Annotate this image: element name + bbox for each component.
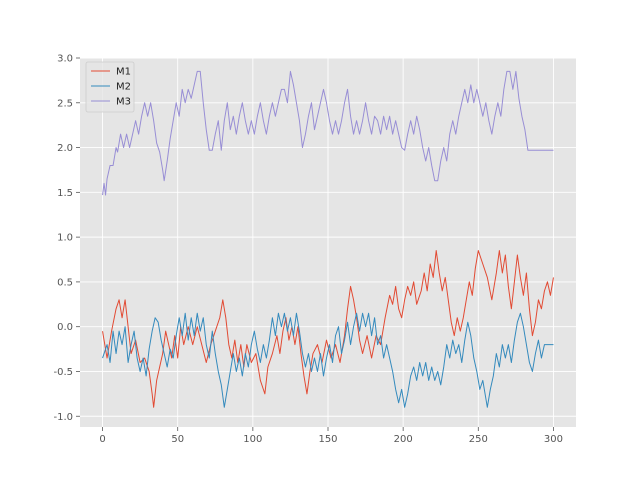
y-tick-label: -0.5	[53, 367, 73, 378]
y-tick-label: 2.5	[57, 98, 73, 109]
y-tick-label: 0.0	[57, 322, 73, 333]
x-tick-label: 100	[243, 434, 262, 445]
legend-label: M2	[116, 82, 131, 93]
series-lines	[102, 70, 554, 408]
legend: M1 M2 M3	[85, 61, 135, 113]
legend-box	[85, 61, 135, 113]
x-tick-label: 0	[99, 434, 105, 445]
series-line-m1	[102, 250, 554, 408]
series-line-m3	[102, 70, 554, 196]
legend-label: M1	[116, 67, 131, 78]
x-tick-label: 50	[171, 434, 184, 445]
series-line-m2	[102, 312, 554, 408]
y-tick-label: 0.5	[57, 277, 73, 288]
x-tick-label: 300	[544, 434, 563, 445]
x-tick-label: 150	[318, 434, 337, 445]
y-tick-label: 1.0	[57, 233, 73, 244]
grid	[80, 57, 576, 427]
y-tick-label: 3.0	[57, 54, 73, 65]
axis-ticks: 0 50 100 150 200 250 300 -1.0 -0.5 0.0 0.5 1.0 1.5 2.…	[53, 54, 563, 446]
y-tick-label: -1.0	[53, 412, 73, 423]
legend-label: M3	[116, 97, 131, 108]
y-tick-label: 1.5	[57, 188, 73, 199]
x-tick-label: 200	[394, 434, 413, 445]
y-tick-label: 2.0	[57, 143, 73, 154]
x-tick-label: 250	[469, 434, 488, 445]
